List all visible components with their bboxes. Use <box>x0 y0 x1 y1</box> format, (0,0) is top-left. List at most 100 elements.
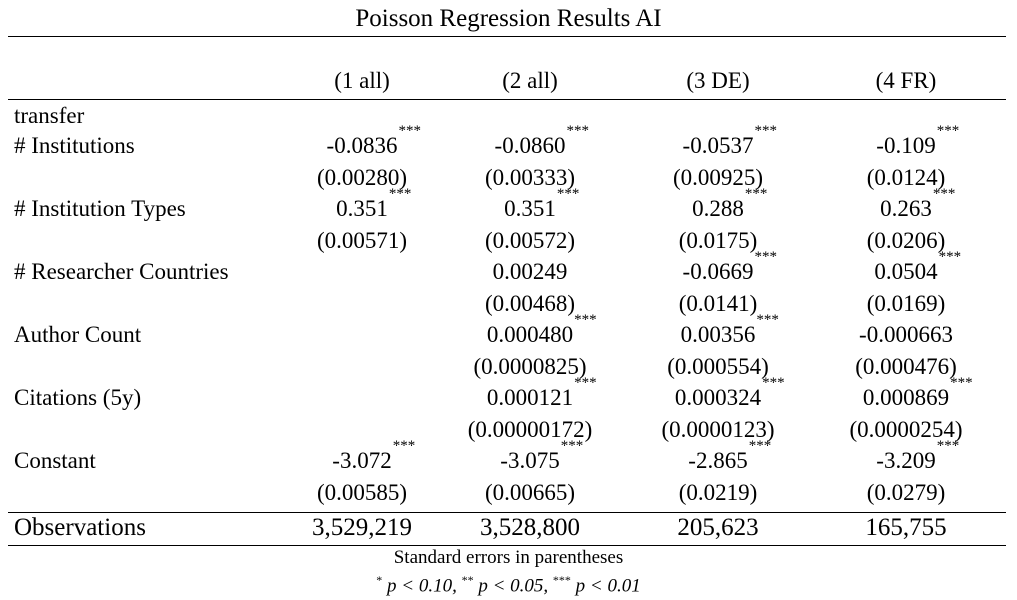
standard-error-cell: (0.0206) <box>866 228 946 253</box>
standard-error-cell: (0.0279) <box>866 480 946 505</box>
coefficient-cell: 0.351 *** <box>430 186 630 224</box>
significance-stars: *** <box>936 123 960 139</box>
coefficient-value: -3.075 *** <box>500 438 584 474</box>
coefficient-value: -3.072 *** <box>332 438 416 474</box>
significance-stars: *** <box>388 186 412 202</box>
significance-stars: *** <box>950 375 973 391</box>
coefficient-value: 0.263 *** <box>880 186 956 222</box>
coefficient-value: -0.0669 *** <box>682 249 777 285</box>
standard-error-cell: (0.00572) <box>484 228 576 253</box>
coefficient-value: -0.000663 <box>859 322 953 347</box>
significance-stars: *** <box>392 438 416 454</box>
coefficient-value: -0.0860 *** <box>494 123 589 159</box>
coefficient-value: -0.0537 *** <box>682 123 777 159</box>
coefficient-value: 0.000324 *** <box>674 375 785 411</box>
coefficient-cell: 0.000324 *** <box>618 375 818 413</box>
note-sig-3-text: p < 0.01 <box>575 575 641 597</box>
standard-error-cell: (0.00333) <box>484 165 576 190</box>
significance-stars: *** <box>574 312 597 328</box>
significance-stars: *** <box>936 438 960 454</box>
top-rule <box>8 36 1006 37</box>
variable-label: # Institution Types <box>14 196 186 221</box>
variable-label: Author Count <box>14 322 142 347</box>
coefficient-cell: 0.351 *** <box>262 186 462 224</box>
standard-error-cell: (0.00468) <box>484 291 576 316</box>
coefficient-cell: -0.0836 *** <box>262 123 462 161</box>
column-header-2: (2 all) <box>502 68 558 93</box>
note-sig-2-stars: ** <box>461 573 474 587</box>
coefficient-cell: -3.072 *** <box>262 438 462 476</box>
section-label: transfer <box>14 103 85 128</box>
significance-stars: *** <box>756 312 779 328</box>
coefficient-cell: 0.00249 <box>430 257 630 287</box>
column-header-3: (3 DE) <box>686 68 750 93</box>
coefficient-value: 0.000869 *** <box>862 375 973 411</box>
significance-stars: *** <box>574 375 597 391</box>
observations-value-1: 3,529,219 <box>312 514 412 541</box>
standard-error-cell: (0.00665) <box>484 480 576 505</box>
standard-error-cell: (0.000476) <box>855 354 957 379</box>
coefficient-cell: 0.000121 *** <box>430 375 630 413</box>
significance-stars: *** <box>754 249 777 265</box>
coefficient-value: 0.351 *** <box>336 186 412 222</box>
significance-stars: *** <box>762 375 785 391</box>
note-sig-1-stars: * <box>376 573 383 587</box>
coefficient-cell: 0.288 *** <box>618 186 818 224</box>
observations-value-4: 165,755 <box>865 514 947 541</box>
coefficient-cell: 0.263 *** <box>806 186 1006 224</box>
table-title: Poisson Regression Results AI <box>355 5 662 32</box>
coefficient-cell: -0.0860 *** <box>430 123 630 161</box>
coefficient-cell: -2.865 *** <box>618 438 818 476</box>
coefficient-value: -0.109 *** <box>876 123 960 159</box>
note-standard-errors: Standard errors in parentheses <box>393 547 624 568</box>
coefficient-value: 0.0504 *** <box>874 249 962 285</box>
standard-error-cell: (0.00925) <box>672 165 764 190</box>
coefficient-cell: 0.00356 *** <box>618 312 818 350</box>
coefficient-cell: 0.000869 *** <box>806 375 1006 413</box>
header-rule <box>8 99 1006 100</box>
variable-label: Citations (5y) <box>14 385 142 410</box>
variable-label: Constant <box>14 448 96 473</box>
standard-error-cell: (0.0000825) <box>473 354 587 379</box>
coefficient-value: 0.000480 *** <box>486 312 597 348</box>
observations-value-2: 3,528,800 <box>480 514 580 541</box>
standard-error-cell: (0.0000123) <box>661 417 775 442</box>
column-header-1: (1 all) <box>334 68 390 93</box>
significance-stars: *** <box>754 123 777 139</box>
coefficient-cell: 0.000480 *** <box>430 312 630 350</box>
note-sig-1-text: p < 0.10, <box>387 575 462 597</box>
coefficient-value: 0.288 *** <box>692 186 768 222</box>
note-sig-2-text: p < 0.05, <box>478 575 553 597</box>
coefficient-cell: -3.075 *** <box>430 438 630 476</box>
standard-error-cell: (0.0141) <box>678 291 758 316</box>
standard-error-cell: (0.00000172) <box>467 417 593 442</box>
coefficient-cell: -0.000663 <box>806 320 1006 350</box>
standard-error-cell: (0.0175) <box>678 228 758 253</box>
variable-label: # Researcher Countries <box>14 259 229 284</box>
standard-error-cell: (0.0000254) <box>849 417 963 442</box>
variable-label: # Institutions <box>14 133 135 158</box>
coefficient-value: 0.351 *** <box>504 186 580 222</box>
significance-stars: *** <box>556 186 580 202</box>
standard-error-cell: (0.0169) <box>866 291 946 316</box>
observations-top-rule <box>8 512 1006 513</box>
coefficient-value: -3.209 *** <box>876 438 960 474</box>
coefficient-value: 0.00356 *** <box>680 312 779 348</box>
significance-stars: *** <box>566 123 589 139</box>
standard-error-cell: (0.00280) <box>316 165 408 190</box>
observations-label: Observations <box>14 514 146 541</box>
note-sig-3-stars: *** <box>552 573 571 587</box>
coefficient-value: -2.865 *** <box>688 438 772 474</box>
coefficient-value: 0.000121 *** <box>486 375 597 411</box>
significance-stars: *** <box>938 249 962 265</box>
standard-error-cell: (0.00585) <box>316 480 408 505</box>
significance-stars: *** <box>748 438 772 454</box>
observations-value-3: 205,623 <box>677 514 759 541</box>
coefficient-cell: -0.109 *** <box>806 123 1006 161</box>
coefficient-cell: -3.209 *** <box>806 438 1006 476</box>
significance-stars: *** <box>560 438 584 454</box>
significance-stars: *** <box>744 186 768 202</box>
note-significance: * p < 0.10, ** p < 0.05, *** p < 0.01 <box>0 569 1017 597</box>
coefficient-value: -0.0836 *** <box>326 123 421 159</box>
